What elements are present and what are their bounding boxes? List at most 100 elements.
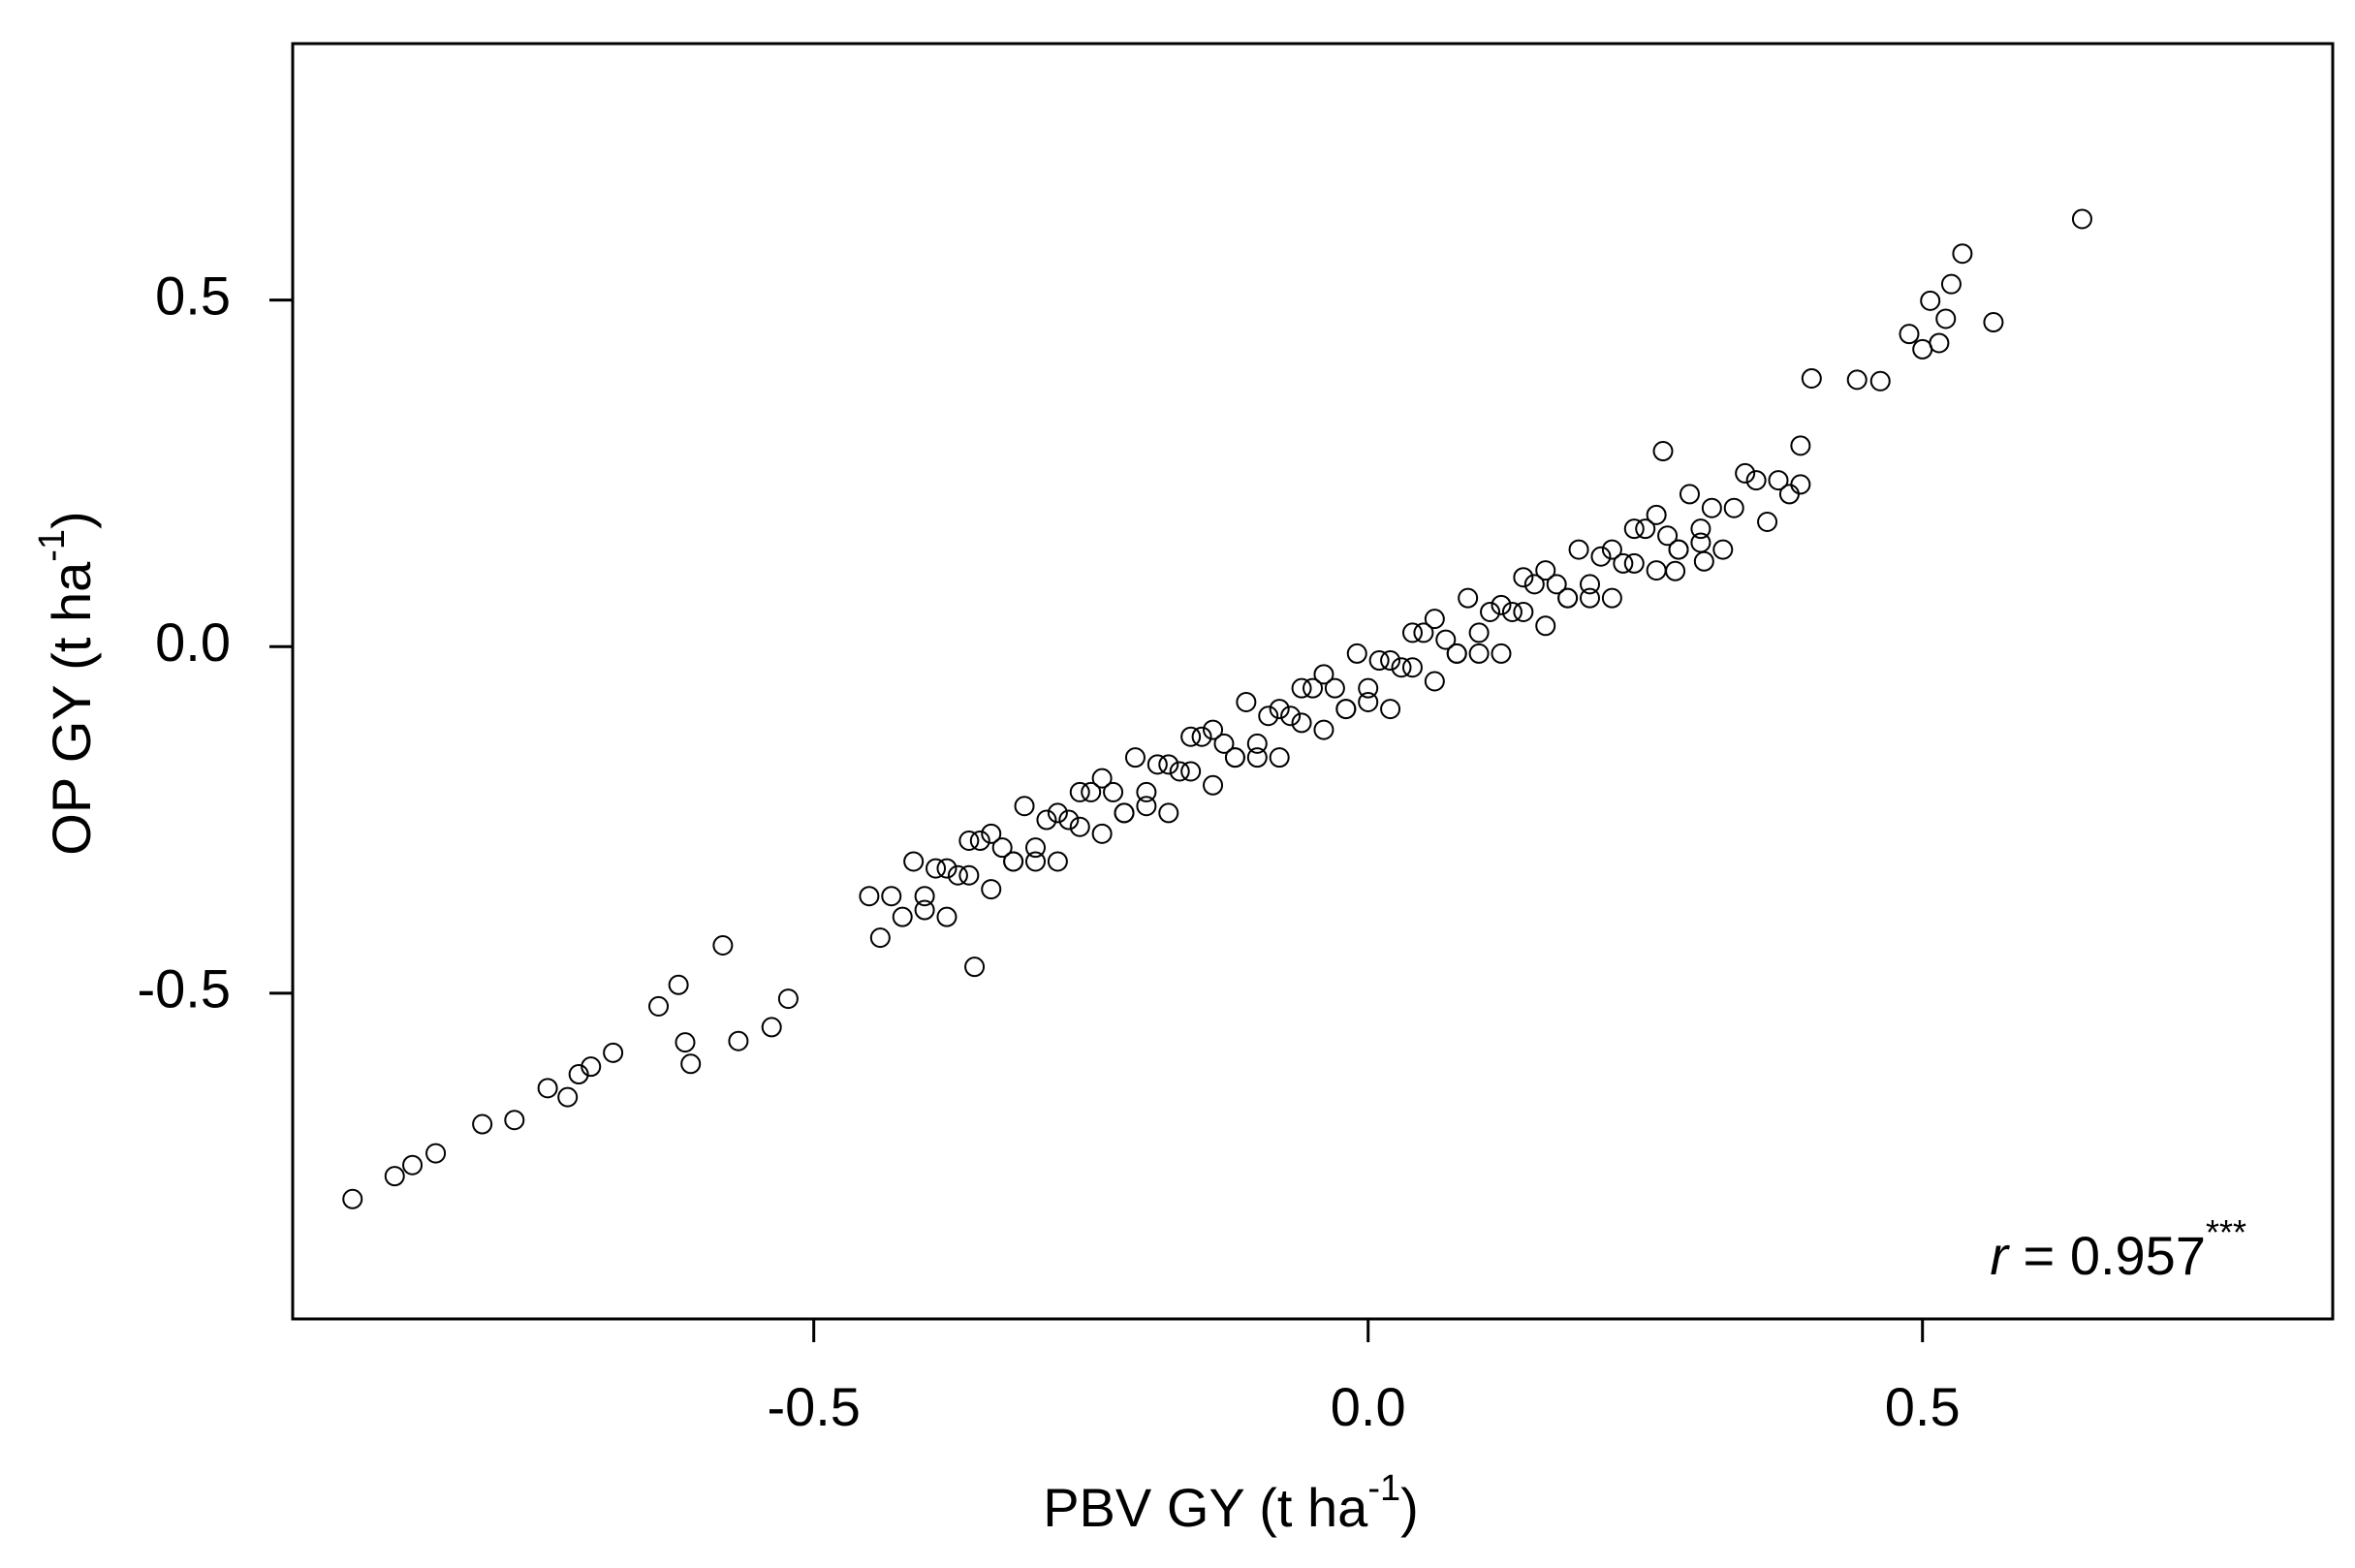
point: [384, 1166, 405, 1187]
point: [472, 1113, 493, 1135]
point: [1580, 587, 1601, 609]
annotation-sup: ***: [2206, 1212, 2246, 1252]
point: [1058, 809, 1080, 831]
point: [1657, 525, 1679, 547]
point: [1291, 712, 1312, 734]
point: [1303, 677, 1323, 699]
point: [1790, 474, 1811, 495]
point: [914, 899, 935, 921]
point: [1869, 370, 1891, 392]
point: [777, 988, 799, 1010]
point: [1458, 587, 1479, 609]
y-tick-label: -0.5: [138, 958, 232, 1019]
point: [1358, 691, 1379, 712]
point: [1920, 290, 1941, 311]
point: [1665, 560, 1686, 581]
x-axis-label-end: ): [1400, 1477, 1419, 1538]
point: [425, 1143, 447, 1164]
point: [1246, 733, 1268, 754]
point: [1158, 802, 1179, 824]
point: [981, 879, 1002, 900]
point: [504, 1110, 525, 1131]
point: [1935, 308, 1957, 329]
point: [969, 831, 990, 851]
point: [1313, 719, 1334, 740]
plot-frame: [291, 42, 2335, 1321]
point: [1513, 601, 1534, 622]
point: [1169, 761, 1190, 782]
point: [1047, 802, 1068, 824]
point: [1136, 796, 1157, 817]
point: [1952, 243, 1973, 265]
point: [859, 886, 880, 907]
point: [1690, 532, 1711, 553]
point: [1091, 768, 1113, 789]
point: [1557, 587, 1579, 609]
point: [1346, 643, 1367, 664]
point: [1424, 671, 1445, 692]
point: [1180, 761, 1202, 782]
y-axis-label-end: ): [41, 511, 102, 529]
point: [1790, 435, 1811, 456]
point: [1203, 719, 1224, 740]
point: [1036, 809, 1057, 831]
point: [1424, 609, 1445, 630]
x-axis-label: PBV GY (t ha-1): [1043, 1468, 1419, 1538]
point: [1401, 657, 1423, 678]
y-axis-label-text: OP GY (t ha: [41, 561, 102, 856]
point: [1213, 733, 1235, 754]
point: [1491, 594, 1512, 615]
point: [1580, 574, 1601, 595]
point: [581, 1056, 602, 1078]
point: [1899, 324, 1920, 345]
point: [1258, 706, 1279, 727]
point: [1081, 781, 1102, 802]
point: [1246, 747, 1268, 768]
point: [1380, 650, 1401, 672]
point: [1778, 484, 1800, 505]
point: [869, 927, 891, 949]
point: [568, 1064, 589, 1085]
point: [1768, 470, 1789, 491]
point: [1136, 781, 1157, 802]
point: [402, 1154, 424, 1176]
point: [1535, 560, 1556, 581]
point: [958, 831, 980, 851]
point: [1291, 677, 1312, 699]
point: [1723, 497, 1744, 518]
point: [1668, 539, 1689, 560]
point: [1324, 677, 1345, 699]
point: [1613, 552, 1634, 574]
point: [557, 1086, 579, 1108]
y-axis-label-sup: -1: [32, 529, 73, 562]
point: [1103, 781, 1124, 802]
point: [1601, 587, 1622, 609]
point: [1313, 664, 1334, 685]
point: [1929, 332, 1950, 354]
point: [1635, 518, 1656, 540]
point: [603, 1042, 624, 1063]
point: [1401, 622, 1423, 643]
point: [761, 1017, 782, 1038]
point: [1368, 650, 1390, 672]
point: [668, 974, 689, 995]
x-axis-label-text: PBV GY (t ha: [1043, 1477, 1368, 1538]
point: [728, 1030, 749, 1051]
point: [964, 956, 986, 978]
y-tick-label: 0.5: [155, 265, 231, 326]
point: [1280, 706, 1302, 727]
point: [1646, 504, 1667, 525]
point: [1269, 747, 1290, 768]
point: [903, 851, 925, 872]
point: [1757, 512, 1778, 532]
point: [1513, 567, 1534, 588]
point: [1236, 691, 1257, 712]
point: [1224, 747, 1245, 768]
point: [1646, 560, 1667, 581]
point: [1468, 622, 1490, 643]
point: [892, 906, 913, 927]
point: [1712, 539, 1734, 560]
point: [1623, 552, 1645, 574]
point: [1435, 629, 1457, 650]
